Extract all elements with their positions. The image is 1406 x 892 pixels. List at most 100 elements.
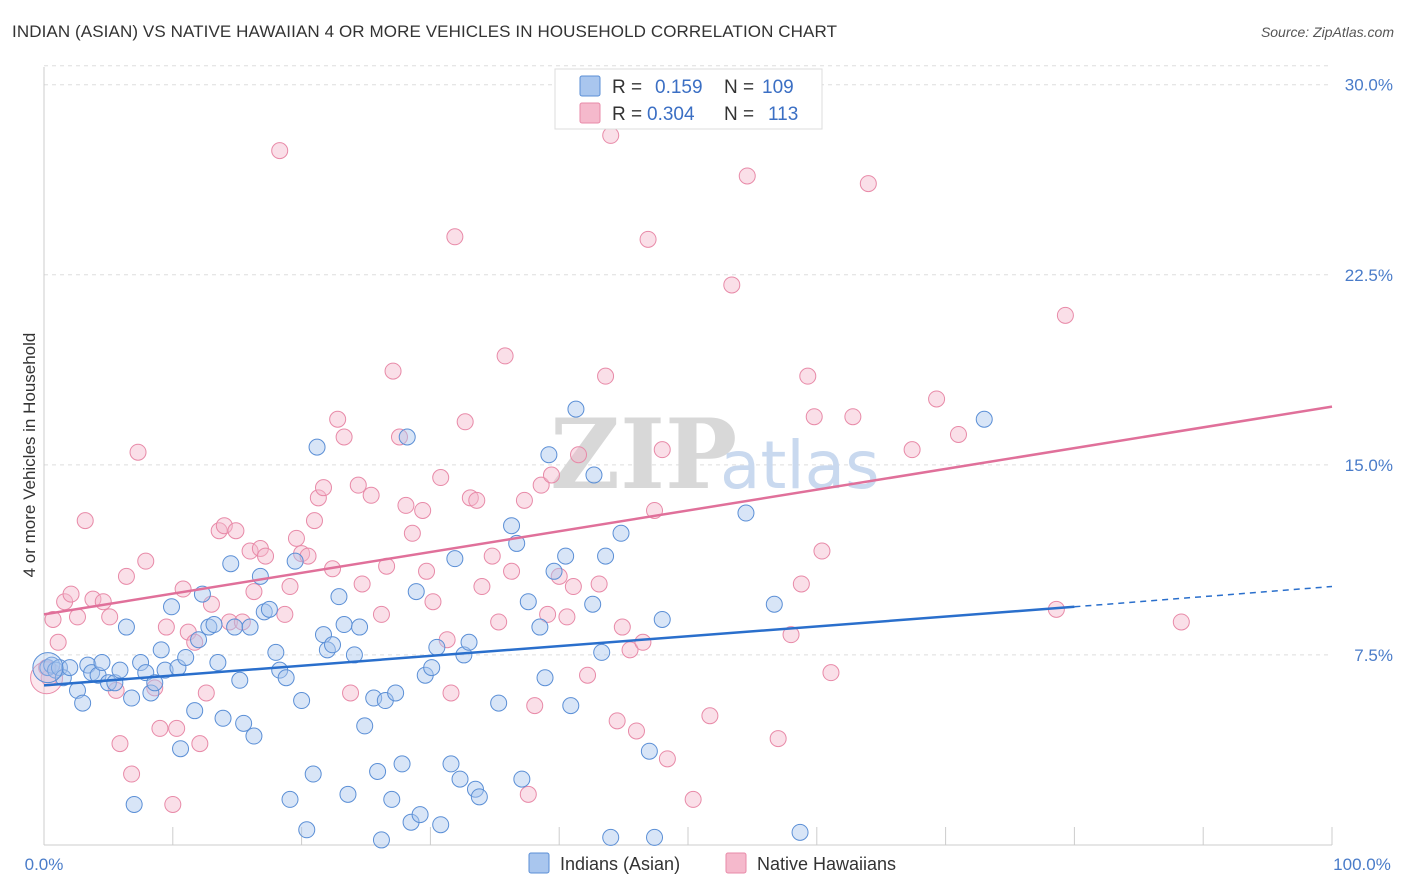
native-hawaiian-point (129, 443, 147, 461)
indian-asian-point (293, 692, 311, 710)
native-hawaiian-point (490, 613, 508, 631)
native-hawaiian-point (949, 425, 967, 443)
native-hawaiian-point (844, 408, 862, 426)
native-hawaiian-point (329, 410, 347, 428)
native-hawaiian-point (68, 608, 86, 626)
indian-asian-point (351, 618, 369, 636)
bottom-legend-swatch-blue (528, 852, 550, 874)
indian-asian-point (411, 806, 429, 824)
bottom-legend: Indians (Asian) Native Hawaiians (528, 852, 896, 874)
native-hawaiian-point (362, 486, 380, 504)
indian-asian-point (222, 555, 240, 573)
indian-asian-point (132, 654, 150, 672)
indian-asian-point (281, 790, 299, 808)
x-tick-label-min: 0.0% (25, 855, 64, 874)
indian-asian-point (585, 466, 603, 484)
indian-asian-point (231, 671, 249, 689)
indian-asian-point (423, 659, 441, 677)
native-hawaiian-point (314, 479, 332, 497)
legend-r-value-pink: 0.304 (647, 104, 695, 125)
native-hawaiian-point (117, 567, 135, 585)
indian-asian-point (99, 674, 117, 692)
native-hawaiian-point (564, 578, 582, 596)
native-hawaiian-point (372, 605, 390, 623)
indian-asian-point (536, 669, 554, 687)
native-hawaiian-point (738, 167, 756, 185)
native-hawaiian-point (627, 722, 645, 740)
indian-asian-point (117, 618, 135, 636)
native-hawaiian-point (210, 522, 228, 540)
native-hawaiian-point (701, 707, 719, 725)
indian-asian-point (513, 770, 531, 788)
native-hawaiian-point (813, 542, 831, 560)
native-hawaiian-point (658, 750, 676, 768)
indians-asian-points (32, 400, 993, 849)
native-hawaiian-point (558, 608, 576, 626)
indian-asian-point (446, 550, 464, 568)
indian-asian-point (451, 770, 469, 788)
watermark-zip: ZIP (550, 398, 737, 511)
indian-asian-point (177, 648, 195, 666)
native-hawaiian-point (634, 633, 652, 651)
native-hawaiian-point (137, 552, 155, 570)
axes (43, 67, 1332, 846)
native-hawaiian-point (653, 441, 671, 459)
indian-asian-point (646, 828, 664, 846)
indian-asian-point (640, 742, 658, 760)
indian-asian-point (557, 547, 575, 565)
indian-asian-point (339, 785, 357, 803)
y-tick-label: 22.5% (1345, 266, 1393, 285)
native-hawaiian-point (397, 496, 415, 514)
indian-asian-point (205, 616, 223, 634)
native-hawaiian-point (287, 529, 305, 547)
indian-asian-point (226, 618, 244, 636)
native-hawaiian-point (613, 618, 631, 636)
indian-asian-point (519, 593, 537, 611)
native-hawaiian-point (349, 476, 367, 494)
indian-asian-point (562, 697, 580, 715)
native-hawaiian-point (227, 522, 245, 540)
indian-asian-point (593, 643, 611, 661)
indian-asian-point (503, 517, 521, 535)
native-hawaiian-point (519, 785, 537, 803)
native-hawaiian-point (590, 575, 608, 593)
native-hawaiian-point (432, 469, 450, 487)
native-hawaiian-point (473, 578, 491, 596)
native-hawaiian-point (928, 390, 946, 408)
native-hawaiian-point (276, 605, 294, 623)
native-hawaiian-point (483, 547, 501, 565)
indian-asian-point (298, 821, 316, 839)
native-hawaiian-point (639, 230, 657, 248)
native-hawaiian-point (353, 575, 371, 593)
native-hawaiian-point (305, 512, 323, 530)
legend-r-value-blue: 0.159 (655, 77, 703, 98)
native-hawaiian-point (496, 347, 514, 365)
native-hawaiian-point (403, 524, 421, 542)
native-hawaiian-point (1172, 613, 1190, 631)
indian-asian-point (335, 616, 353, 634)
native-hawaiian-point (191, 735, 209, 753)
native-hawaiian-point (515, 491, 533, 509)
native-hawaiian-point (271, 142, 289, 160)
indian-asian-point (545, 562, 563, 580)
indian-asian-point (584, 595, 602, 613)
indian-asian-point (540, 446, 558, 464)
indian-asian-point (356, 717, 374, 735)
indian-asian-point (597, 547, 615, 565)
chart-title: INDIAN (ASIAN) VS NATIVE HAWAIIAN 4 OR M… (12, 22, 838, 41)
native-hawaiian-point (174, 580, 192, 598)
indian-asian-point (428, 638, 446, 656)
indian-asian-point (612, 524, 630, 542)
indian-asian-point (54, 669, 72, 687)
indian-asian-point (61, 659, 79, 677)
native-hawaiian-point (442, 684, 460, 702)
native-hawaiian-point (570, 446, 588, 464)
native-hawaiian-point (769, 730, 787, 748)
native-hawaiian-point (418, 562, 436, 580)
native-hawaiians-points (30, 126, 1190, 813)
indian-asian-point (387, 684, 405, 702)
native-hawaiian-point (49, 633, 67, 651)
native-hawaiian-point (101, 608, 119, 626)
native-hawaiian-point (299, 547, 317, 565)
indian-asian-point (209, 654, 227, 672)
